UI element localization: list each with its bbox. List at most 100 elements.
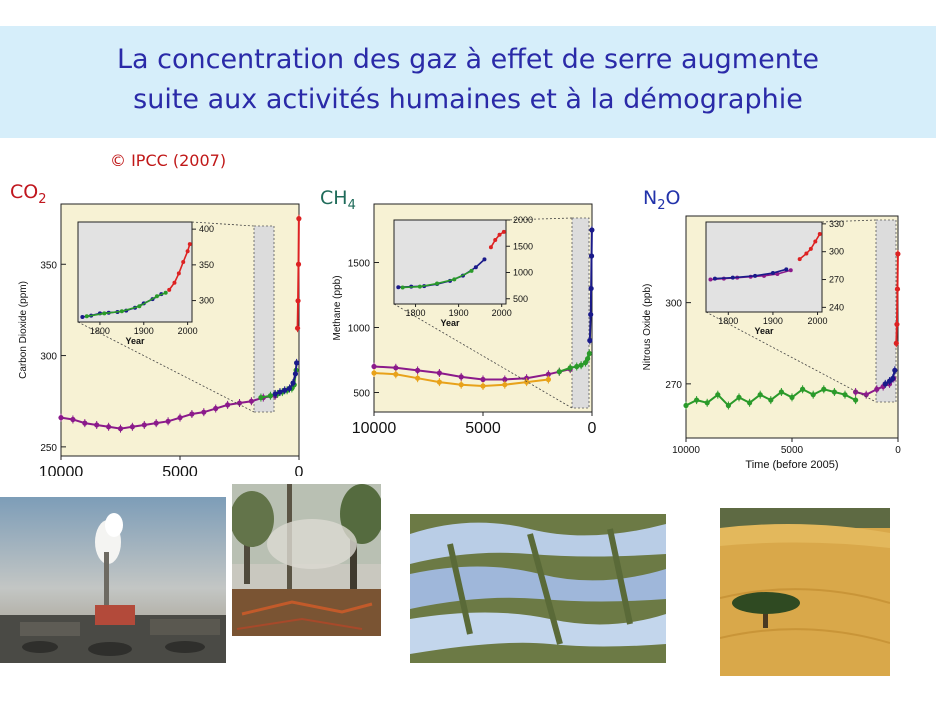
inset-data-point xyxy=(813,239,818,244)
data-point xyxy=(842,392,848,398)
inset-y-tick-label: 500 xyxy=(513,294,528,304)
inset-data-point xyxy=(469,268,474,273)
inset-y-tick-label: 350 xyxy=(199,260,214,270)
y-tick-label: 1000 xyxy=(348,324,371,335)
data-point xyxy=(831,389,837,395)
x-tick-label: 5000 xyxy=(162,464,198,476)
data-point xyxy=(141,422,147,428)
data-point xyxy=(556,369,562,375)
inset-y-tick-label: 270 xyxy=(829,275,844,285)
inset-data-point xyxy=(788,268,793,273)
data-point xyxy=(895,251,901,257)
inset-connector xyxy=(821,219,877,223)
data-point xyxy=(225,402,231,408)
inset-connector xyxy=(705,311,877,403)
inset-y-tick-label: 300 xyxy=(829,247,844,257)
inset-data-point xyxy=(775,271,780,276)
data-point xyxy=(589,227,595,233)
data-point xyxy=(863,392,869,398)
inset-connector xyxy=(77,321,255,413)
inset-y-tick-label: 300 xyxy=(199,296,214,306)
data-point xyxy=(458,382,464,388)
data-point xyxy=(70,416,76,423)
data-point xyxy=(545,376,551,383)
recent-highlight-strip xyxy=(875,219,897,403)
data-point xyxy=(177,415,183,421)
data-point xyxy=(371,370,377,376)
inset-y-tick-label: 400 xyxy=(199,224,214,234)
inset-x-tick-label: 2000 xyxy=(178,326,198,336)
data-point xyxy=(502,376,508,383)
rice-terraces-photo xyxy=(410,514,666,663)
n2o-label-sub: 2 xyxy=(657,197,666,213)
inset-data-point xyxy=(167,287,172,292)
data-point xyxy=(436,370,442,376)
inset-x-tick-label: 2000 xyxy=(808,316,828,326)
data-point xyxy=(294,360,300,366)
inset-data-point xyxy=(396,285,401,290)
data-point xyxy=(480,376,486,383)
data-point xyxy=(588,285,594,292)
y-tick-label: 300 xyxy=(40,352,57,363)
data-point xyxy=(874,386,880,392)
ch4-label-sub: 4 xyxy=(347,197,356,213)
inset-plot-area xyxy=(393,219,507,305)
data-point xyxy=(736,394,742,400)
data-point xyxy=(757,392,763,398)
data-point xyxy=(272,391,278,397)
x-tick-label: 5000 xyxy=(781,445,804,456)
data-point xyxy=(258,394,264,401)
inset-data-point xyxy=(808,246,813,251)
inset-x-tick-label: 1900 xyxy=(763,316,783,326)
y-tick-label: 270 xyxy=(665,380,682,391)
page-title-line-2: suite aux activités humaines et à la dém… xyxy=(133,84,803,115)
data-point xyxy=(586,350,592,357)
co2-label-sub: 2 xyxy=(38,191,47,207)
inset-y-tick-label: 1500 xyxy=(513,241,533,251)
inset-x-axis-label: Year xyxy=(125,336,145,346)
data-point xyxy=(282,387,288,393)
n2o-label-main: N xyxy=(643,187,658,209)
data-point xyxy=(582,360,589,366)
x-tick-label: 0 xyxy=(588,420,597,437)
co2-chart: 250 300 350 10000 5000 0 Carbon Dioxide (ppm) 3… xyxy=(18,203,304,476)
data-point xyxy=(94,422,100,428)
y-tick-label: 250 xyxy=(40,443,57,454)
data-point xyxy=(894,286,901,292)
recent-highlight-strip xyxy=(571,217,590,409)
inset-series-line xyxy=(490,231,505,248)
inset-data-point xyxy=(417,284,422,289)
data-point xyxy=(800,386,806,392)
inset-data-point xyxy=(102,311,107,316)
x-tick-label: 10000 xyxy=(39,464,84,476)
inset-data-point xyxy=(501,229,506,234)
data-point xyxy=(524,379,530,385)
data-point xyxy=(393,365,399,371)
title-banner xyxy=(0,26,936,138)
data-point xyxy=(458,374,464,380)
inset-data-point xyxy=(497,232,502,237)
inset-x-tick-label: 2000 xyxy=(492,308,512,318)
data-point xyxy=(853,397,859,403)
data-point xyxy=(371,363,377,370)
data-point xyxy=(567,365,573,371)
data-point xyxy=(502,382,508,388)
series-line xyxy=(296,218,300,329)
data-point xyxy=(480,383,486,389)
inset-data-point xyxy=(712,276,717,281)
data-point xyxy=(201,409,207,415)
data-point xyxy=(890,375,896,382)
inset-y-tick-label: 240 xyxy=(829,302,844,312)
co2-label: CO2 xyxy=(10,181,47,207)
inset-plot-area xyxy=(77,221,193,323)
inset-data-point xyxy=(730,275,735,280)
inset-data-point xyxy=(185,249,190,254)
data-point xyxy=(129,424,135,430)
inset-y-tick-label: 330 xyxy=(829,219,844,229)
inset-data-point xyxy=(708,277,713,282)
data-point xyxy=(588,311,594,318)
n2o-label: N2O xyxy=(643,187,680,213)
inset-x-tick-label: 1900 xyxy=(134,326,154,336)
x-tick-label: 5000 xyxy=(465,420,501,437)
data-point xyxy=(574,363,580,370)
